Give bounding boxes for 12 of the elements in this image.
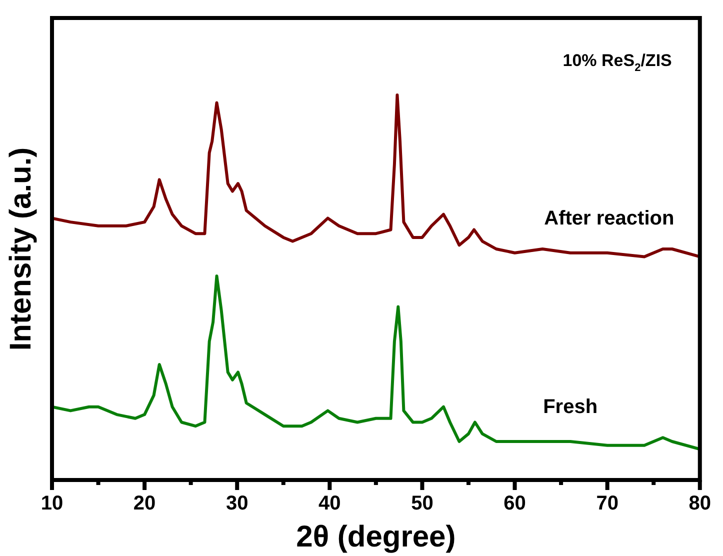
y-axis-title: Intensity (a.u.) [4, 147, 38, 351]
x-tick-label: 80 [688, 492, 711, 515]
x-tick-label: 50 [411, 492, 434, 515]
series-label: After reaction [544, 207, 674, 230]
x-tick-label: 30 [226, 492, 248, 515]
series-label: Fresh [543, 396, 598, 418]
x-tick-label: 70 [596, 492, 618, 515]
x-tick-label: 60 [504, 492, 526, 515]
x-tick-label: 40 [318, 492, 341, 515]
x-tick-label: 10 [40, 492, 64, 515]
x-tick-label: 20 [133, 492, 156, 515]
x-axis-title: 2θ (degree) [296, 520, 456, 554]
